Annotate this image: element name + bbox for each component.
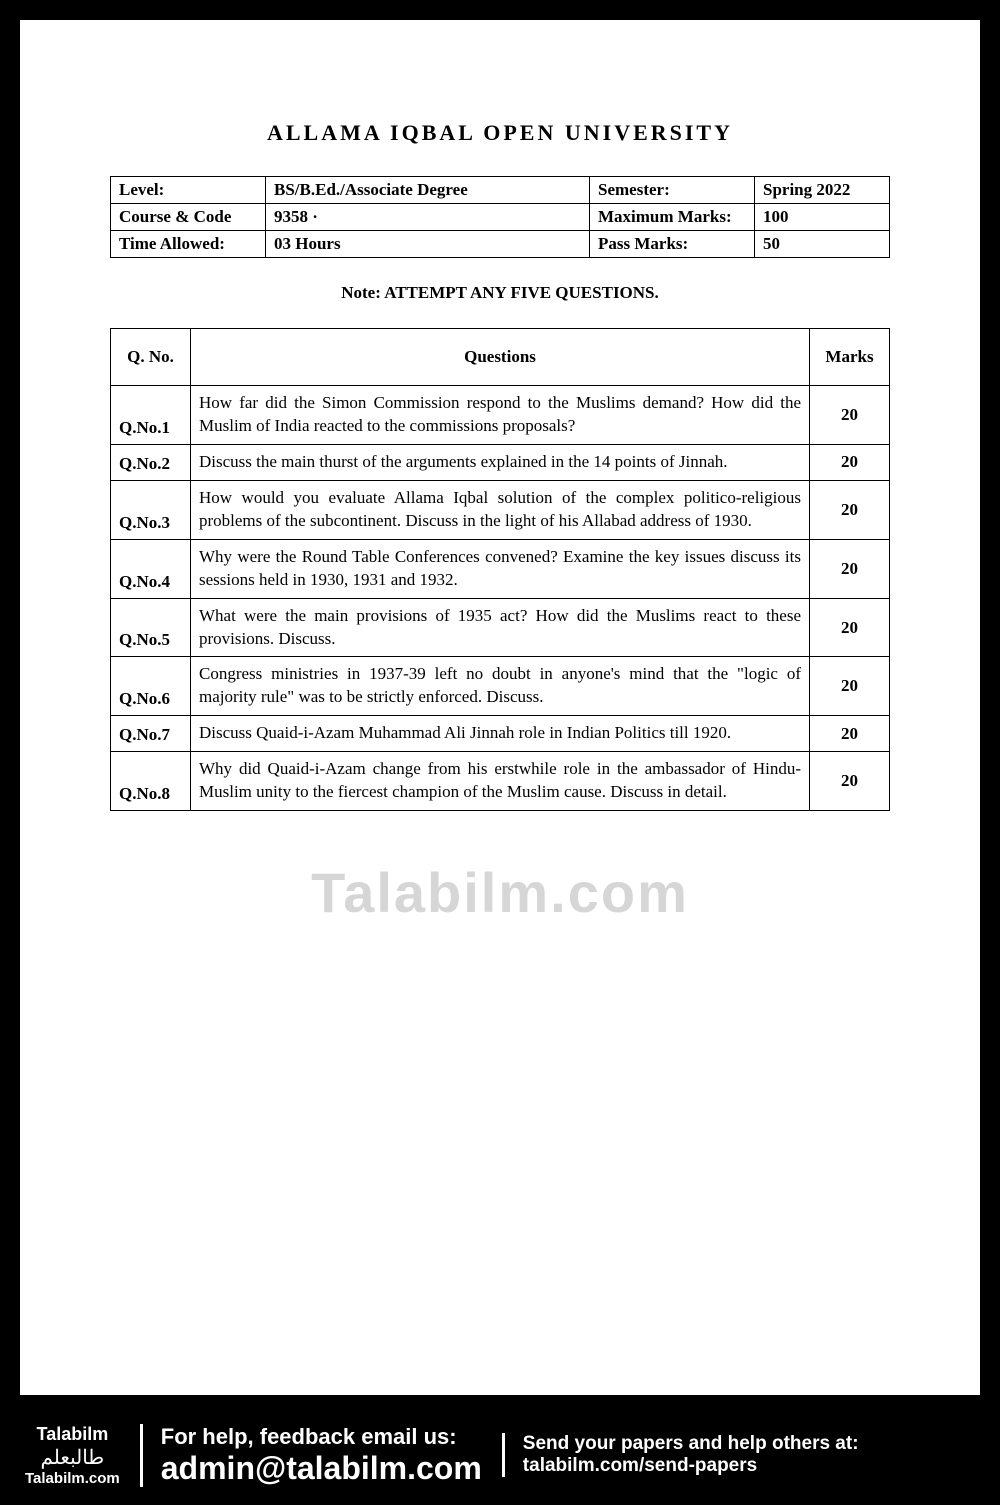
question-marks: 20	[810, 716, 890, 752]
question-number: Q.No.3	[111, 480, 191, 539]
info-value: 100	[755, 204, 890, 231]
question-number: Q.No.4	[111, 539, 191, 598]
footer-send-label: Send your papers and help others at:	[523, 1433, 859, 1455]
exam-paper-page: ALLAMA IQBAL OPEN UNIVERSITY Level:BS/B.…	[20, 20, 980, 1395]
question-row: Q.No.5What were the main provisions of 1…	[111, 598, 890, 657]
exam-info-table: Level:BS/B.Ed./Associate DegreeSemester:…	[110, 176, 890, 258]
question-row: Q.No.7Discuss Quaid-i-Azam Muhammad Ali …	[111, 716, 890, 752]
question-row: Q.No.4Why were the Round Table Conferenc…	[111, 539, 890, 598]
info-row: Level:BS/B.Ed./Associate DegreeSemester:…	[111, 177, 890, 204]
info-label: Maximum Marks:	[590, 204, 755, 231]
footer-brand-url: Talabilm.com	[25, 1470, 120, 1487]
footer-brand: Talabilm	[25, 1424, 120, 1445]
question-row: Q.No.3How would you evaluate Allama Iqba…	[111, 480, 890, 539]
question-marks: 20	[810, 444, 890, 480]
questions-table: Q. No. Questions Marks Q.No.1How far did…	[110, 328, 890, 811]
question-text: Why did Quaid-i-Azam change from his ers…	[191, 752, 810, 811]
info-value: BS/B.Ed./Associate Degree	[266, 177, 590, 204]
header-question: Questions	[191, 329, 810, 386]
info-label: Semester:	[590, 177, 755, 204]
info-value: 9358 ·	[266, 204, 590, 231]
question-marks: 20	[810, 480, 890, 539]
footer-help-email: admin@talabilm.com	[161, 1450, 482, 1487]
question-number: Q.No.2	[111, 444, 191, 480]
info-label: Course & Code	[111, 204, 266, 231]
info-value: Spring 2022	[755, 177, 890, 204]
question-number: Q.No.6	[111, 657, 191, 716]
header-qno: Q. No.	[111, 329, 191, 386]
question-text: What were the main provisions of 1935 ac…	[191, 598, 810, 657]
header-marks: Marks	[810, 329, 890, 386]
question-text: How would you evaluate Allama Iqbal solu…	[191, 480, 810, 539]
question-marks: 20	[810, 752, 890, 811]
question-number: Q.No.1	[111, 386, 191, 445]
question-text: How far did the Simon Commission respond…	[191, 386, 810, 445]
question-marks: 20	[810, 598, 890, 657]
table-header-row: Q. No. Questions Marks	[111, 329, 890, 386]
question-row: Q.No.8Why did Quaid-i-Azam change from h…	[111, 752, 890, 811]
info-label: Level:	[111, 177, 266, 204]
watermark-text: Talabilm.com	[20, 860, 980, 925]
info-value: 03 Hours	[266, 231, 590, 258]
question-number: Q.No.8	[111, 752, 191, 811]
university-title: ALLAMA IQBAL OPEN UNIVERSITY	[110, 120, 890, 146]
question-marks: 20	[810, 386, 890, 445]
attempt-note: Note: ATTEMPT ANY FIVE QUESTIONS.	[110, 283, 890, 303]
footer-brand-arabic: طالبعلم	[25, 1445, 120, 1470]
footer-help-block: For help, feedback email us: admin@talab…	[140, 1424, 482, 1487]
footer-send-block: Send your papers and help others at: tal…	[502, 1433, 859, 1477]
question-row: Q.No.2Discuss the main thurst of the arg…	[111, 444, 890, 480]
info-row: Course & Code9358 ·Maximum Marks:100	[111, 204, 890, 231]
info-value: 50	[755, 231, 890, 258]
question-text: Discuss the main thurst of the arguments…	[191, 444, 810, 480]
question-row: Q.No.1How far did the Simon Commission r…	[111, 386, 890, 445]
footer-help-label: For help, feedback email us:	[161, 1424, 482, 1450]
footer-send-url: talabilm.com/send-papers	[523, 1455, 859, 1477]
question-number: Q.No.7	[111, 716, 191, 752]
question-number: Q.No.5	[111, 598, 191, 657]
footer-brand-block: Talabilm طالبعلم Talabilm.com	[25, 1424, 120, 1487]
info-row: Time Allowed:03 HoursPass Marks:50	[111, 231, 890, 258]
question-marks: 20	[810, 539, 890, 598]
info-label: Pass Marks:	[590, 231, 755, 258]
page-footer: Talabilm طالبعلم Talabilm.com For help, …	[0, 1405, 1000, 1505]
info-label: Time Allowed:	[111, 231, 266, 258]
question-text: Congress ministries in 1937-39 left no d…	[191, 657, 810, 716]
question-marks: 20	[810, 657, 890, 716]
question-text: Discuss Quaid-i-Azam Muhammad Ali Jinnah…	[191, 716, 810, 752]
question-row: Q.No.6Congress ministries in 1937-39 lef…	[111, 657, 890, 716]
question-text: Why were the Round Table Conferences con…	[191, 539, 810, 598]
